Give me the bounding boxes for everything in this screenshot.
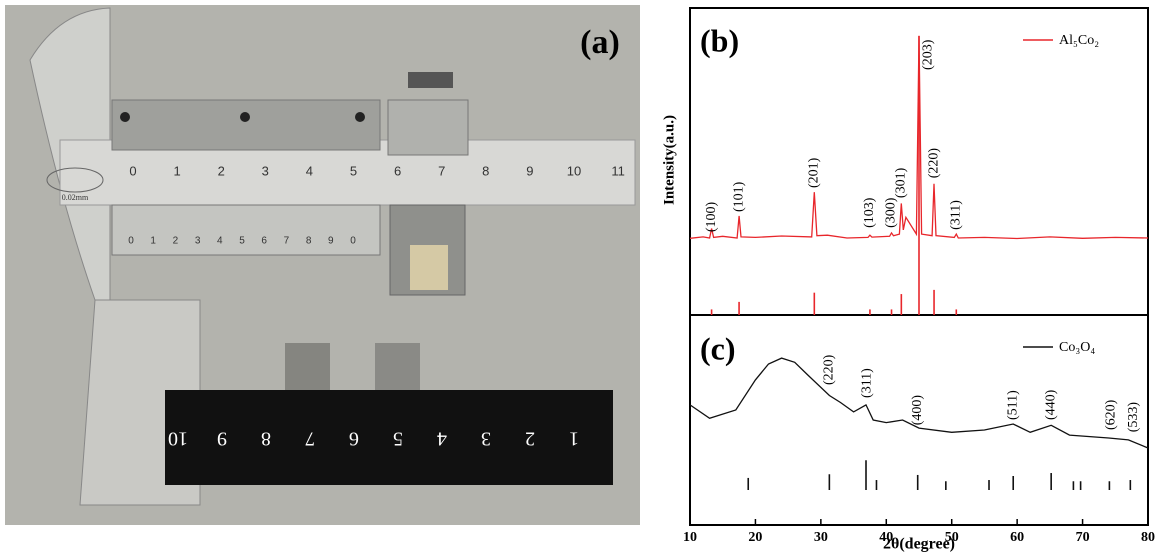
- vernier-number: 6: [261, 236, 267, 247]
- precision-label: 0.02mm: [62, 193, 89, 202]
- vernier-number: 3: [195, 236, 201, 247]
- vernier-plate: [111, 204, 381, 256]
- ruler: [165, 390, 613, 485]
- x-tick-label: 80: [1141, 530, 1155, 545]
- x-tick-label: 10: [683, 530, 697, 545]
- peak-label: (220): [822, 354, 837, 385]
- rivet: [355, 112, 365, 122]
- vernier-number: 2: [173, 236, 179, 247]
- main-scale-number: 11: [611, 163, 625, 178]
- x-tick-label: 20: [748, 530, 762, 545]
- peak-label: (620): [1104, 399, 1119, 430]
- vernier-number: 1: [150, 236, 156, 247]
- legend-label: Al₅Co₂: [1059, 33, 1099, 48]
- peak-label: (100): [704, 201, 719, 232]
- ruler-number: 6: [349, 427, 359, 449]
- x-tick-label: 70: [1076, 530, 1090, 545]
- peak-label: (311): [949, 200, 964, 230]
- vernier-number: 0: [128, 236, 134, 247]
- peak-label: (101): [731, 181, 746, 212]
- panel-label: (b): [700, 22, 739, 58]
- vernier-number: 5: [239, 236, 245, 247]
- ruler-number: 1: [569, 427, 579, 449]
- rivet: [120, 112, 130, 122]
- main-scale-number: 6: [394, 163, 401, 178]
- peak-label: (201): [807, 157, 822, 188]
- x-axis-label: 2θ(degree): [883, 536, 955, 553]
- vernier-number: 9: [328, 236, 334, 247]
- ruler-number: 8: [261, 427, 271, 449]
- peak-label: (511): [1005, 390, 1020, 420]
- panel-label: (c): [700, 330, 736, 366]
- ruler-number: 5: [393, 427, 403, 449]
- vernier-number: 0: [350, 236, 356, 247]
- peak-label: (440): [1043, 389, 1058, 420]
- peak-label: (103): [862, 197, 877, 228]
- peak-label: (533): [1126, 402, 1141, 433]
- x-tick-label: 30: [814, 530, 828, 545]
- x-tick-label: 50: [945, 530, 959, 545]
- main-beam: [59, 139, 636, 206]
- ruler-number: 2: [525, 427, 535, 449]
- ruler-number: 9: [217, 427, 227, 449]
- main-scale-number: 7: [438, 163, 445, 178]
- peak-label: (300): [884, 197, 899, 228]
- sample-1: [285, 343, 330, 393]
- main-scale-number: 8: [482, 163, 489, 178]
- clamp: [387, 99, 469, 156]
- main-scale-number: 0: [129, 163, 136, 178]
- main-scale-number: 9: [526, 163, 533, 178]
- main-scale-number: 3: [262, 163, 269, 178]
- peak-label: (203): [920, 39, 935, 70]
- thumb-wheel: [410, 245, 448, 290]
- vernier-number: 4: [217, 236, 223, 247]
- panel-label: (a): [580, 24, 620, 61]
- legend-label: Co₃O₄: [1059, 340, 1095, 355]
- vernier-number: 8: [306, 236, 312, 247]
- logo: [46, 167, 104, 193]
- main-scale-number: 5: [350, 163, 357, 178]
- main-scale-number: 4: [306, 163, 313, 178]
- main-scale-number: 10: [567, 163, 581, 178]
- vernier-number: 7: [284, 236, 290, 247]
- x-tick-label: 60: [1010, 530, 1024, 545]
- x-tick-label: 40: [879, 530, 893, 545]
- main-scale-number: 1: [173, 163, 180, 178]
- ruler-number: 4: [437, 427, 447, 449]
- y-axis-label: Intensity(a.u.): [661, 115, 677, 205]
- peak-label: (311): [860, 368, 875, 398]
- photo: 0.02mm (a): [5, 5, 640, 525]
- ruler-number: 7: [305, 427, 315, 449]
- slider-top: [111, 99, 381, 151]
- screw: [408, 72, 453, 88]
- peak-label: (220): [926, 148, 941, 179]
- peak-label: (301): [894, 167, 909, 198]
- rivet: [240, 112, 250, 122]
- peak-label: (400): [910, 395, 925, 426]
- sample-2: [375, 343, 420, 393]
- data-line: [689, 357, 1149, 449]
- data-line: [689, 35, 1149, 240]
- ruler-number: 3: [481, 427, 491, 449]
- ruler-number: 10: [168, 427, 188, 449]
- main-scale-number: 2: [218, 163, 225, 178]
